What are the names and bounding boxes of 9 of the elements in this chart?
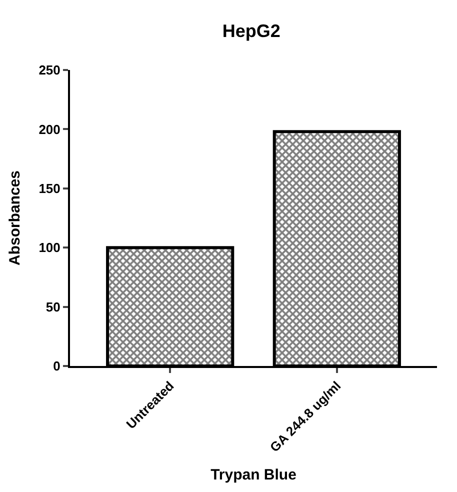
y-tick-label: 250: [38, 62, 60, 78]
y-axis-title: Absorbances: [6, 170, 24, 266]
y-tick-label: 0: [53, 358, 60, 374]
x-axis-title: Trypan Blue: [210, 466, 296, 484]
y-tick-label: 200: [38, 122, 60, 137]
y-tick-label: 150: [38, 180, 60, 196]
chart-title: HepG2: [222, 21, 280, 42]
y-tick-label: 50: [46, 299, 60, 314]
y-tick-label: 100: [38, 240, 60, 256]
